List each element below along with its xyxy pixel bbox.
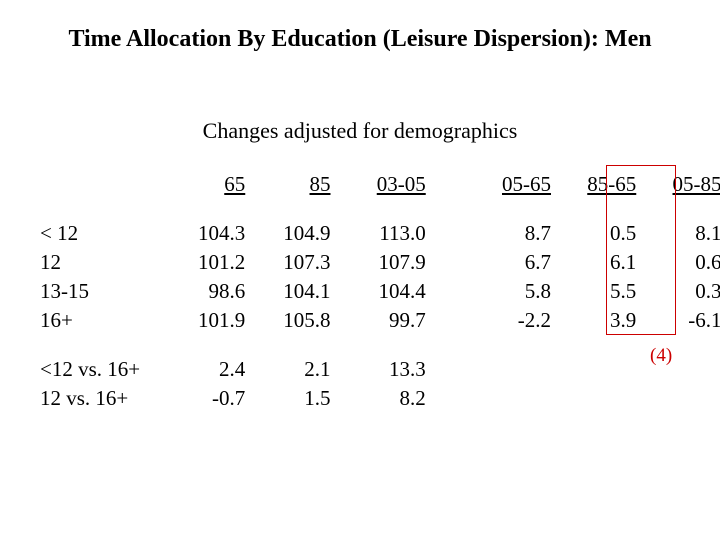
row-label: 16+ [40,306,170,335]
cell: 107.9 [336,248,426,277]
row-label: 12 [40,248,170,277]
cell: 104.4 [336,277,426,306]
cell: 5.8 [431,277,551,306]
cell: 101.9 [175,306,245,335]
col-header-65: 65 [175,170,245,199]
slide-subtitle: Changes adjusted for demographics [0,118,720,144]
cell: 107.3 [251,248,331,277]
row-label: < 12 [40,219,170,248]
cell: 8.2 [336,384,426,413]
row-label: 12 vs. 16+ [40,384,170,413]
cell: 104.1 [251,277,331,306]
cell: 2.4 [175,355,245,384]
cell: 104.9 [251,219,331,248]
cell: -0.7 [175,384,245,413]
cell: -2.2 [431,306,551,335]
row-label: <12 vs. 16+ [40,355,170,384]
cell: 105.8 [251,306,331,335]
cell: 99.7 [336,306,426,335]
col-header-05-65: 05-65 [431,170,551,199]
table-row: 12 vs. 16+ -0.7 1.5 8.2 [40,384,720,413]
highlight-box [606,165,676,335]
cell: 6.7 [431,248,551,277]
col-header-85: 85 [251,170,331,199]
cell: 113.0 [336,219,426,248]
cell: 8.7 [431,219,551,248]
cell: 98.6 [175,277,245,306]
cell: 13.3 [336,355,426,384]
slide-title: Time Allocation By Education (Leisure Di… [0,26,720,53]
cell: 101.2 [175,248,245,277]
row-label: 13-15 [40,277,170,306]
cell: 2.1 [251,355,331,384]
footnote: (4) [650,345,672,367]
cell: 1.5 [251,384,331,413]
cell: 104.3 [175,219,245,248]
table-row: <12 vs. 16+ 2.4 2.1 13.3 [40,355,720,384]
col-header-03-05: 03-05 [336,170,426,199]
